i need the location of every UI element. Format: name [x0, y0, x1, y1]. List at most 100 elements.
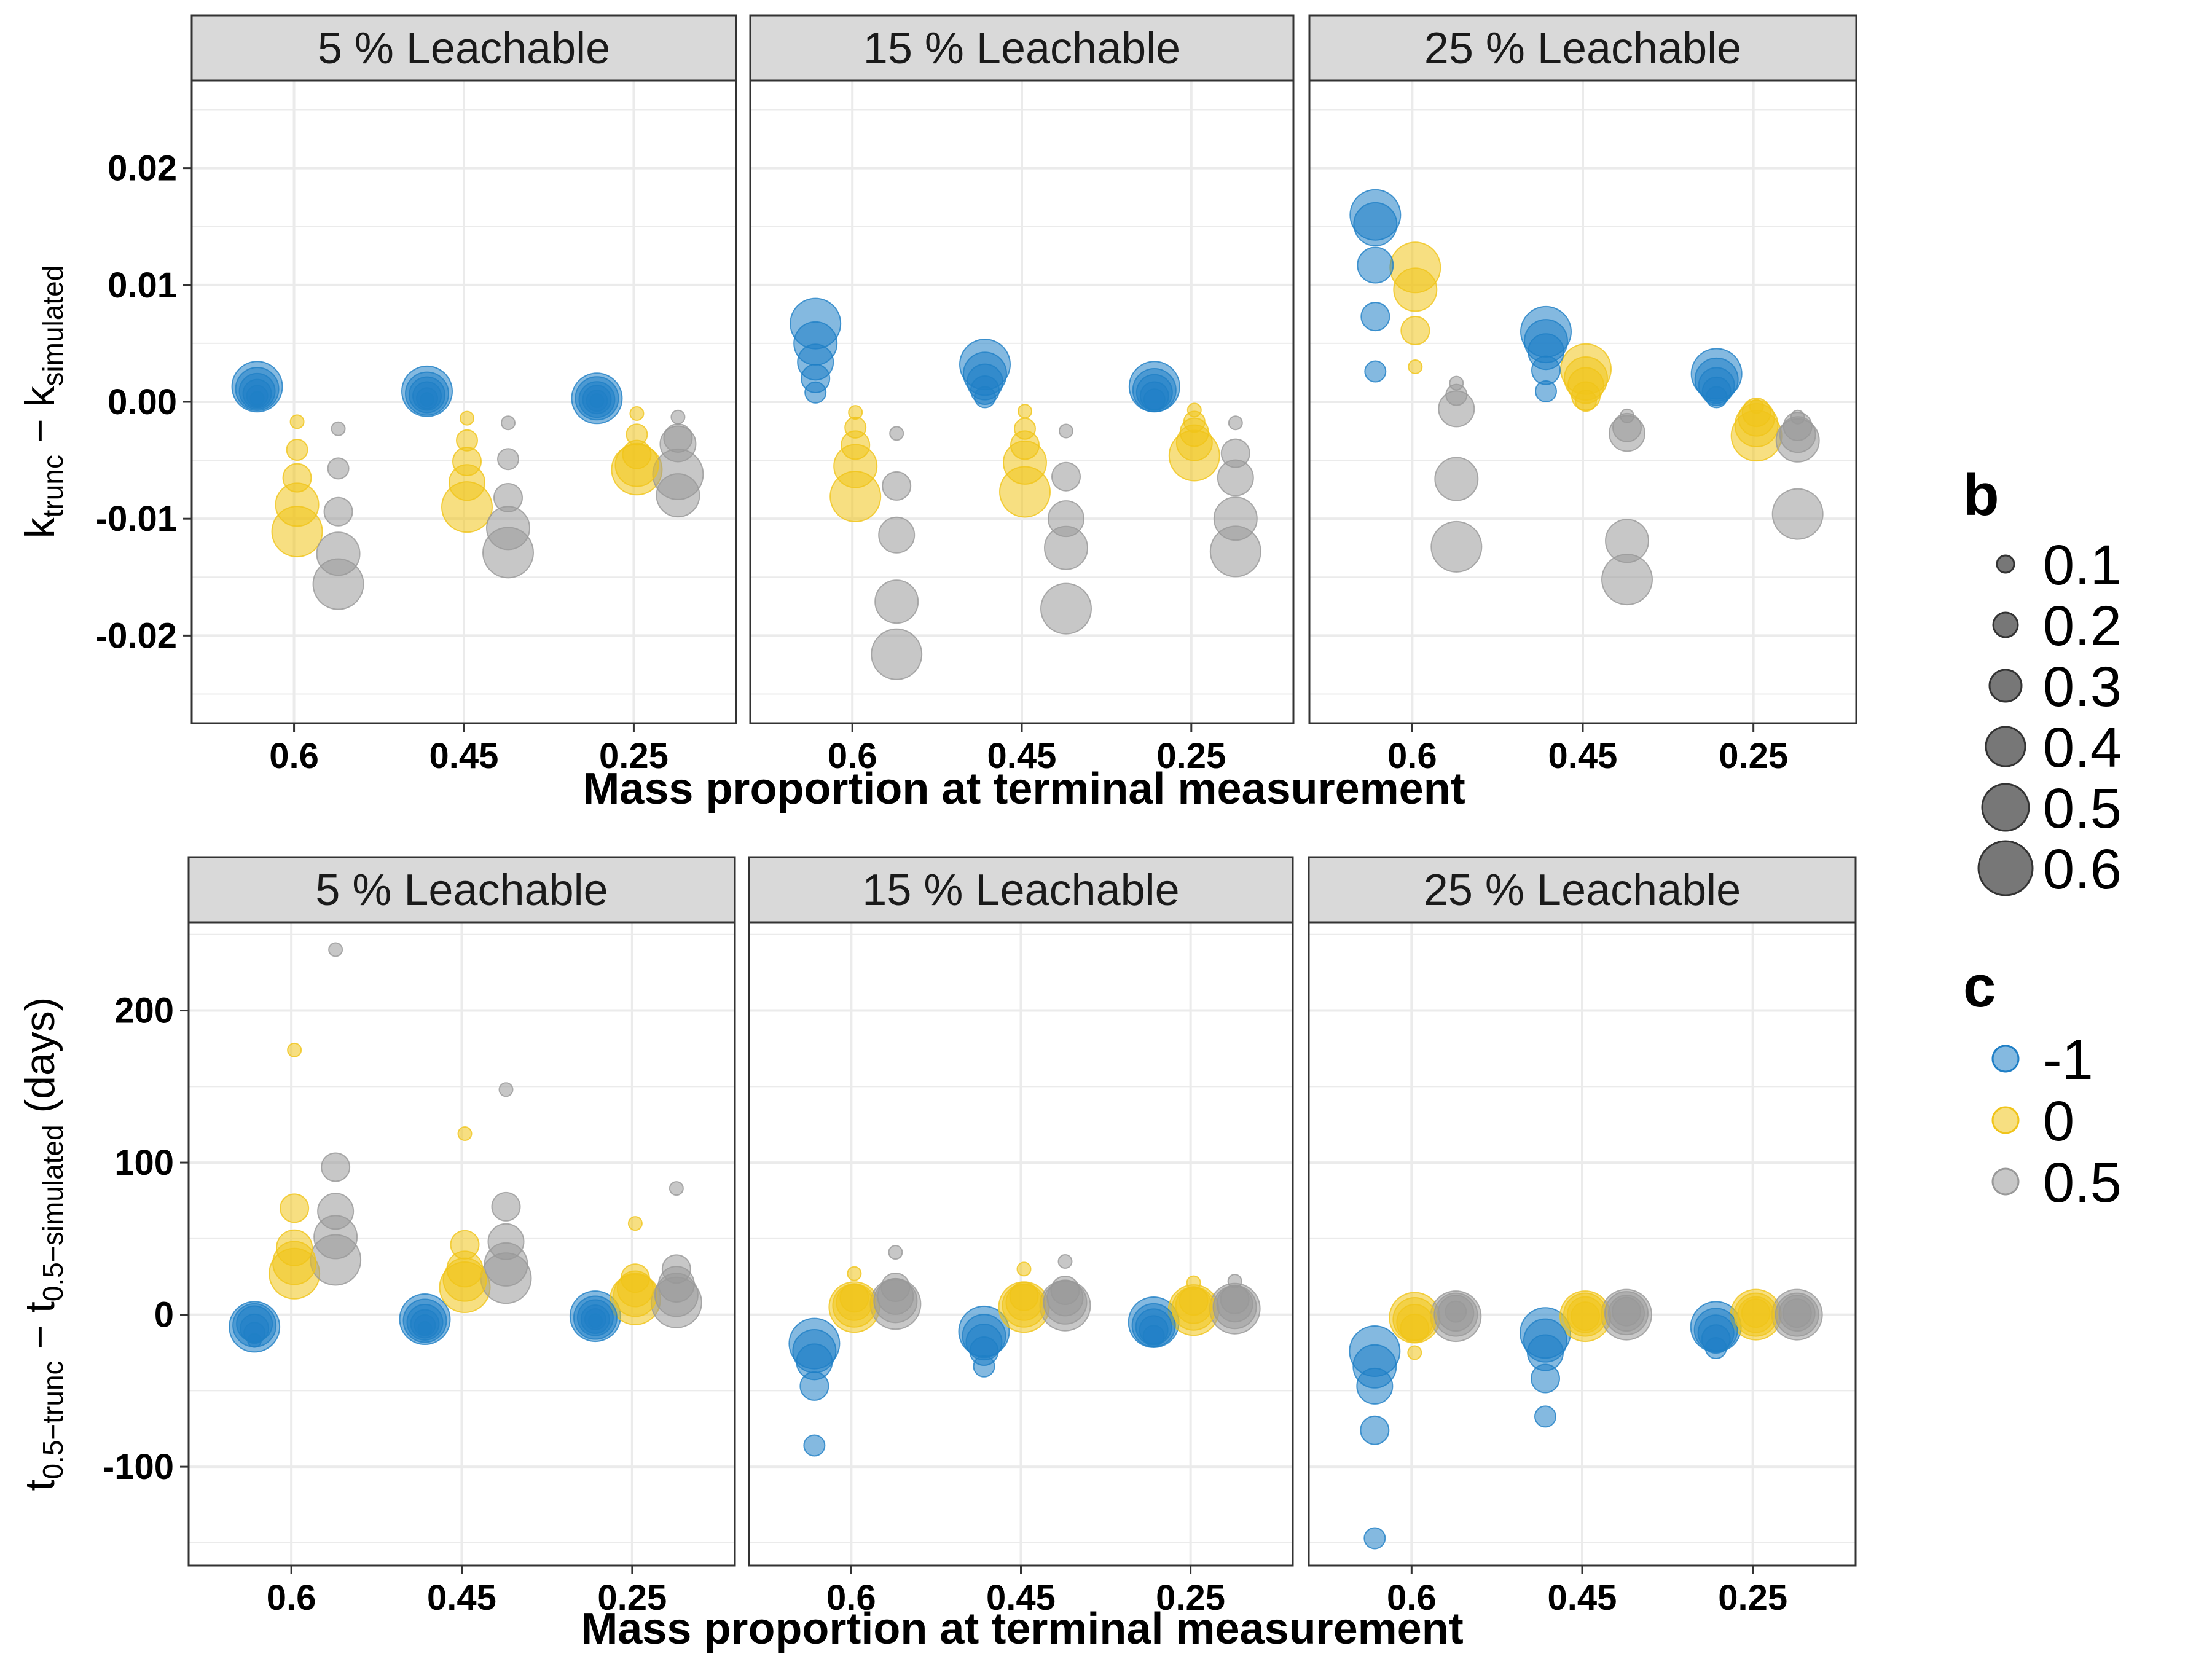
data-point [289, 414, 305, 429]
data-point [1434, 457, 1479, 501]
legend-size-key [1981, 783, 2030, 832]
data-point [1360, 1415, 1390, 1445]
data-point [1705, 386, 1728, 409]
y-axis-title-part: − t [17, 1301, 63, 1360]
legend-color-label: -1 [2043, 1029, 2093, 1091]
data-point [1771, 488, 1824, 540]
data-point [1356, 1367, 1394, 1405]
facet-label: 15 % Leachable [862, 866, 1179, 915]
data-point [287, 1042, 302, 1057]
facet-strip [190, 14, 737, 82]
legend-size-label: 0.1 [2043, 534, 2122, 597]
y-axis-title-part: (days) [17, 997, 63, 1125]
data-point [627, 1216, 643, 1231]
data-point [880, 1273, 911, 1303]
data-point [878, 516, 916, 554]
data-point [848, 405, 863, 420]
data-point [450, 1230, 480, 1260]
x-axis-title: Mass proportion at terminal measurement [581, 1604, 1463, 1653]
data-point [839, 1283, 869, 1313]
legend-color-key [1991, 1106, 2020, 1134]
x-tick-label: 0.45 [987, 736, 1057, 776]
data-point [1050, 1275, 1080, 1305]
facet-strip [1308, 856, 1857, 924]
x-tick-label: 0.45 [986, 1578, 1056, 1618]
x-tick-label: 0.45 [1548, 736, 1618, 776]
data-point [1704, 1337, 1727, 1360]
data-point [317, 1193, 355, 1230]
panel-2-1: 5 % Leachable 0.6 0.45 0.25 200 100 0 -100 [103, 856, 736, 1618]
panel-2-3: 25 % Leachable 0.6 0.45 0.25 [1308, 856, 1857, 1618]
legend-color-key [1991, 1045, 2020, 1073]
y-axis-title: ktrunc − ksimulated [17, 265, 69, 539]
data-point [1353, 202, 1398, 246]
y-axis-title-part: t [17, 1479, 63, 1491]
facet-strip [187, 856, 736, 924]
panel-2-2: 15 % Leachable 0.6 0.45 0.25 [748, 856, 1294, 1618]
x-tick-label: 0.25 [597, 1578, 667, 1618]
data-point [249, 391, 265, 406]
y-axis-title-subscript: trunc [37, 455, 69, 517]
legend-size-key [1977, 840, 2034, 896]
data-point [1575, 390, 1597, 412]
data-point [1400, 315, 1430, 345]
data-point [1605, 519, 1649, 563]
x-tick-label: 0.45 [429, 736, 499, 776]
data-point [1059, 423, 1073, 439]
x-tick-label: 0.6 [269, 736, 319, 776]
x-axis-title: Mass proportion at terminal measurement [582, 764, 1465, 814]
legend-size-label: 0.3 [2043, 656, 2122, 718]
legend-size-key [1996, 554, 2015, 574]
data-point [327, 457, 350, 480]
legend-size-key [1992, 611, 2019, 638]
data-point [974, 386, 996, 409]
data-point [663, 423, 693, 453]
data-point [247, 1333, 262, 1348]
data-point [1407, 1345, 1422, 1360]
data-point [1040, 582, 1092, 635]
x-tick-label: 0.6 [267, 1578, 316, 1618]
data-point [670, 409, 686, 425]
data-point [1213, 496, 1258, 541]
data-point [587, 1313, 603, 1328]
x-tick-label: 0.25 [1156, 1578, 1225, 1618]
data-point [1741, 1298, 1771, 1328]
y-axis-title-part: − k [17, 386, 63, 455]
data-point [973, 1355, 995, 1378]
data-point [882, 471, 912, 501]
y-axis-title-subscript: simulated [37, 265, 69, 386]
y-tick-label: -0.01 [96, 499, 177, 539]
data-point [1227, 1274, 1242, 1289]
x-tick-label: 0.6 [828, 736, 877, 776]
panel-1-2: 15 % Leachable 0.6 0.45 0.25 [749, 14, 1295, 776]
legend-title-b: b [1963, 462, 1999, 528]
y-tick-label: 100 [114, 1143, 174, 1183]
data-point [1048, 500, 1084, 538]
data-point [501, 415, 516, 431]
legend: b0.10.20.30.40.50.6c-100.5 [1963, 462, 2122, 1214]
data-point [1534, 1405, 1556, 1428]
data-point [1186, 1275, 1201, 1290]
data-point [1430, 520, 1483, 573]
y-tick-label: 200 [114, 991, 174, 1031]
data-point [1228, 415, 1243, 431]
data-point [888, 1245, 903, 1260]
data-point [456, 429, 478, 452]
y-tick-label: 0.00 [108, 382, 177, 422]
facet-label: 25 % Leachable [1424, 24, 1741, 73]
data-point [1057, 1253, 1073, 1269]
data-point [1749, 399, 1764, 414]
data-point [629, 406, 645, 422]
data-point [1531, 355, 1561, 385]
data-point [1360, 302, 1390, 332]
data-point [1400, 1313, 1430, 1343]
x-tick-label: 0.6 [1387, 736, 1437, 776]
x-tick-label: 0.25 [599, 736, 669, 776]
legend-color-label: 0 [2043, 1090, 2074, 1153]
data-point [328, 942, 343, 957]
data-point [1449, 375, 1464, 391]
x-tick-label: 0.6 [826, 1578, 876, 1618]
legend-size-key [1988, 669, 2023, 703]
data-point [280, 1193, 310, 1223]
x-tick-label: 0.25 [1719, 736, 1788, 776]
